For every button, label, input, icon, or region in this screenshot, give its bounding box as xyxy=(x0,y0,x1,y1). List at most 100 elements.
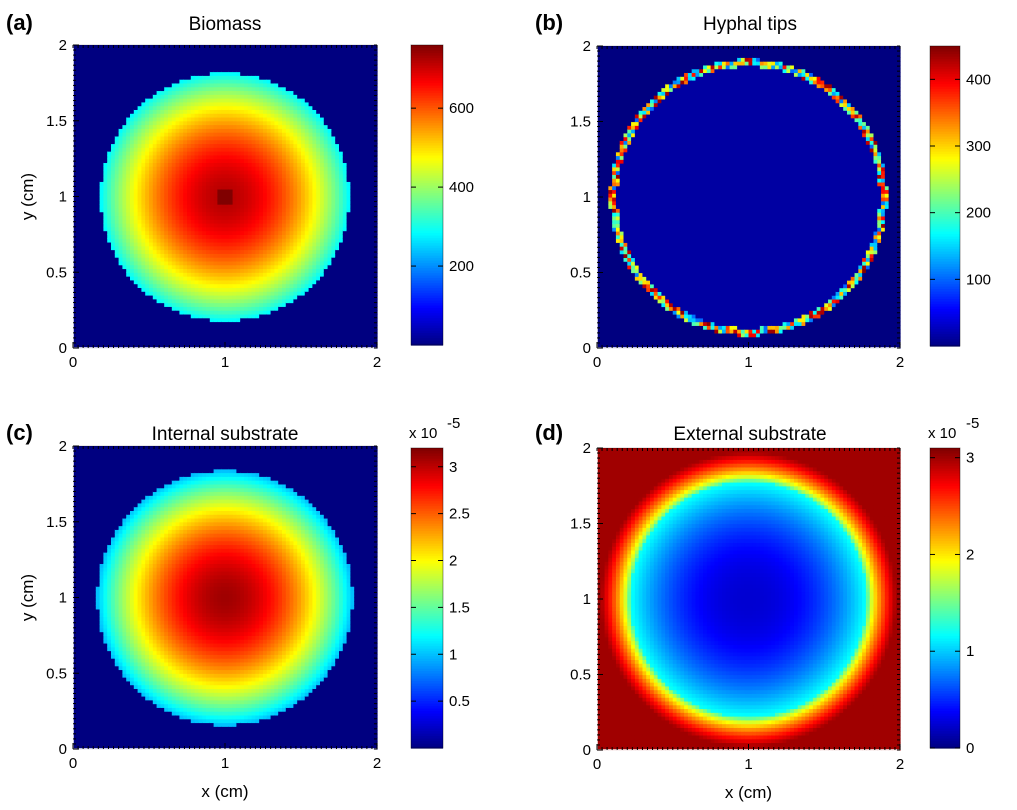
heatmap-cell xyxy=(255,313,260,319)
heatmap-cell xyxy=(236,48,241,54)
heatmap-cell xyxy=(84,90,89,95)
heatmap-cell xyxy=(232,98,237,103)
heatmap-cell xyxy=(251,268,256,273)
heatmap-cell xyxy=(190,101,196,107)
heatmap-cell xyxy=(160,109,165,114)
heatmap-cell xyxy=(80,185,85,190)
heatmap-cell xyxy=(206,67,211,73)
heatmap-cell xyxy=(206,124,211,129)
heatmap-cell xyxy=(202,166,207,171)
heatmap-cell xyxy=(122,56,127,61)
heatmap-cell xyxy=(133,181,139,186)
heatmap-cell xyxy=(285,151,291,156)
heatmap-cell xyxy=(152,268,158,273)
heatmap-cell xyxy=(175,166,180,171)
heatmap-cell xyxy=(152,223,158,228)
heatmap-cell xyxy=(206,90,211,95)
heatmap-cell xyxy=(160,238,165,243)
heatmap-cell xyxy=(274,313,279,319)
heatmap-cell xyxy=(282,120,287,126)
heatmap-cell xyxy=(274,113,279,118)
heatmap-cell xyxy=(301,147,306,152)
heatmap-cell xyxy=(225,336,230,342)
heatmap-cell xyxy=(152,302,158,307)
heatmap-cell xyxy=(282,71,287,76)
heatmap-cell xyxy=(206,321,211,326)
heatmap-cell xyxy=(282,151,287,156)
heatmap-cell xyxy=(266,124,272,129)
heatmap-cell xyxy=(263,56,268,61)
heatmap-cell xyxy=(285,56,291,61)
heatmap-cell xyxy=(114,105,120,110)
heatmap-cell xyxy=(118,207,123,213)
heatmap-cell xyxy=(202,241,207,247)
heatmap-cell xyxy=(175,60,180,65)
heatmap-cell xyxy=(304,310,310,315)
heatmap-cell xyxy=(92,283,97,288)
heatmap-cell xyxy=(152,143,158,148)
heatmap-cell xyxy=(149,260,154,266)
heatmap-cell xyxy=(88,279,93,285)
heatmap-cell xyxy=(263,211,268,217)
heatmap-cell xyxy=(88,56,93,61)
heatmap-cell xyxy=(240,151,245,156)
heatmap-cell xyxy=(73,196,78,201)
heatmap-cell xyxy=(80,169,85,175)
heatmap-cell xyxy=(73,268,78,273)
heatmap-cell xyxy=(206,279,211,285)
heatmap-cell xyxy=(73,162,78,167)
heatmap-cell xyxy=(168,298,173,304)
heatmap-cell xyxy=(190,86,196,92)
heatmap-cell xyxy=(122,279,127,285)
heatmap-cell xyxy=(244,344,249,349)
heatmap-cell xyxy=(217,48,222,54)
heatmap-cell xyxy=(73,139,78,145)
heatmap-cell xyxy=(270,226,275,232)
heatmap-cell xyxy=(236,45,241,50)
heatmap-cell xyxy=(301,113,306,118)
heatmap-cell xyxy=(225,207,230,213)
heatmap-cell xyxy=(255,230,260,235)
heatmap-cell xyxy=(225,177,230,182)
heatmap-cell xyxy=(130,272,135,277)
heatmap-cell xyxy=(251,249,256,254)
heatmap-cell xyxy=(156,196,161,201)
heatmap-cell xyxy=(122,249,127,254)
heatmap-cell xyxy=(133,128,139,133)
heatmap-cell xyxy=(274,241,279,247)
heatmap-cell xyxy=(160,98,165,103)
heatmap-cell xyxy=(95,109,101,114)
heatmap-cell xyxy=(175,272,180,277)
heatmap-cell xyxy=(175,71,180,76)
heatmap-cell xyxy=(156,48,161,54)
heatmap-cell xyxy=(228,340,234,345)
heatmap-cell xyxy=(282,188,287,194)
heatmap-cell xyxy=(76,230,82,235)
heatmap-cell xyxy=(99,336,104,342)
heatmap-cell xyxy=(225,98,230,103)
heatmap-cell xyxy=(263,223,268,228)
heatmap-cell xyxy=(213,90,218,95)
heatmap-cell xyxy=(304,230,310,235)
heatmap-cell xyxy=(278,158,283,164)
heatmap-cell xyxy=(168,226,173,232)
heatmap-cell xyxy=(274,245,279,251)
heatmap-cell xyxy=(217,79,222,84)
heatmap-cell xyxy=(95,283,101,288)
heatmap-cell xyxy=(206,71,211,76)
heatmap-cell xyxy=(118,177,123,182)
heatmap-cell xyxy=(118,298,123,304)
heatmap-cell xyxy=(133,188,139,194)
heatmap-cell xyxy=(244,211,249,217)
heatmap-cell xyxy=(206,109,211,114)
heatmap-cell xyxy=(149,200,154,205)
heatmap-cell xyxy=(126,325,131,330)
heatmap-cell xyxy=(282,143,287,148)
heatmap-cell xyxy=(179,253,184,258)
heatmap-cell xyxy=(84,234,89,239)
heatmap-cell xyxy=(141,215,146,220)
heatmap-cell xyxy=(80,313,85,319)
heatmap-cell xyxy=(202,185,207,190)
heatmap-cell xyxy=(206,120,211,126)
heatmap-cell xyxy=(114,132,120,137)
